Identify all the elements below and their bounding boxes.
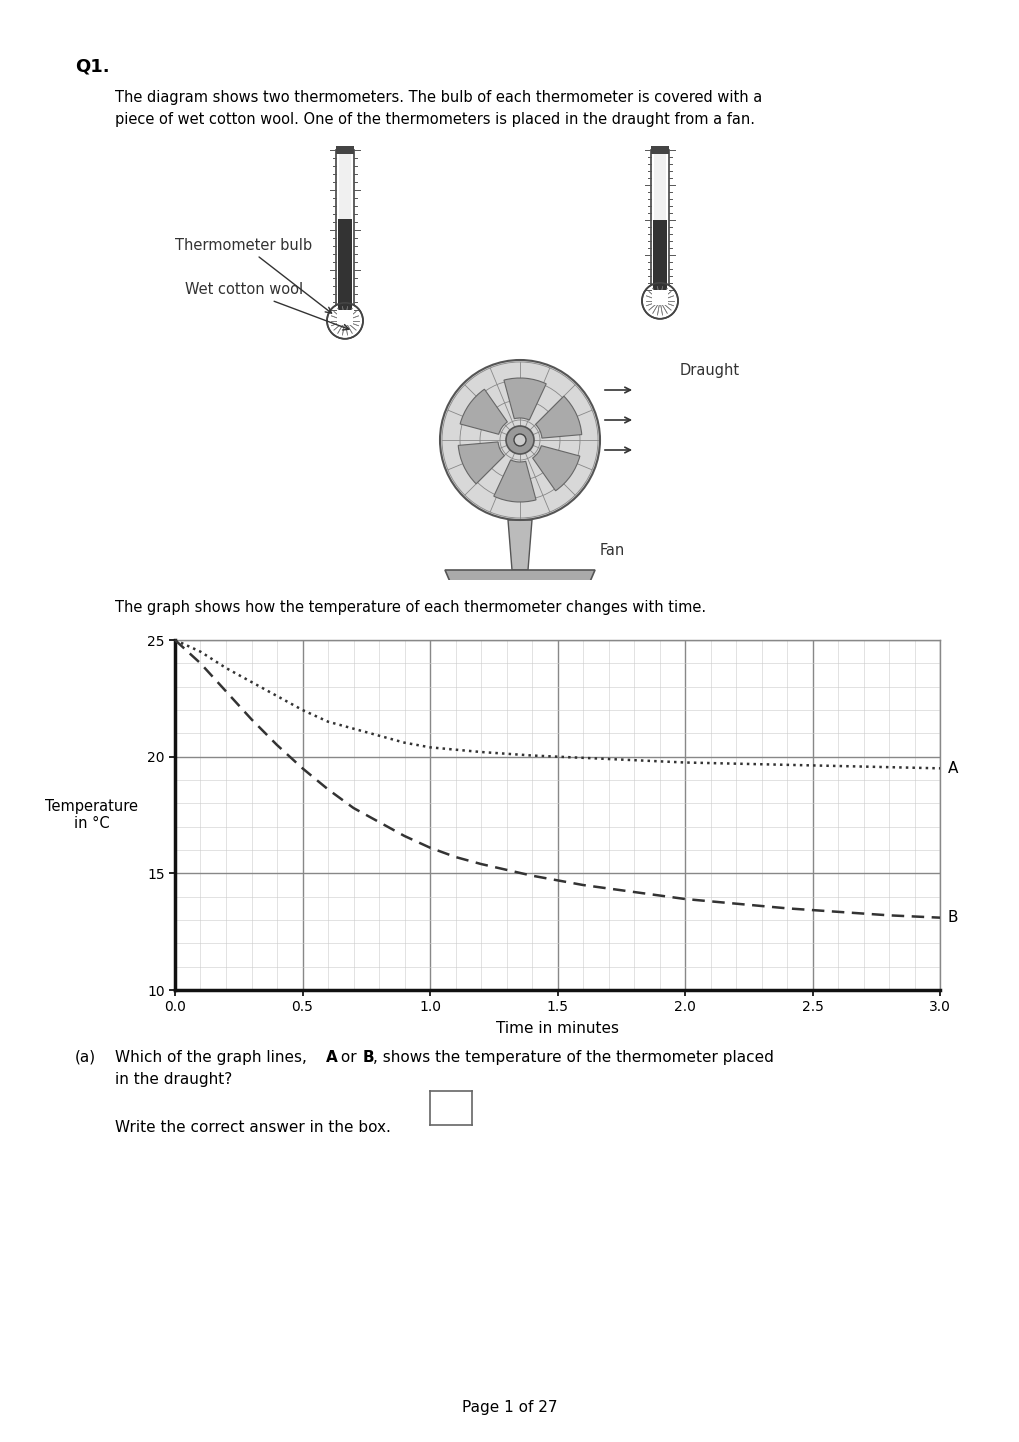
- Text: The diagram shows two thermometers. The bulb of each thermometer is covered with: The diagram shows two thermometers. The …: [115, 89, 761, 105]
- Text: Page 1 of 27: Page 1 of 27: [462, 1400, 557, 1415]
- Text: B: B: [363, 1050, 374, 1066]
- X-axis label: Time in minutes: Time in minutes: [495, 1021, 619, 1037]
- Bar: [335, 150, 354, 310]
- Circle shape: [439, 360, 599, 521]
- Bar: [651, 290, 667, 306]
- Polygon shape: [507, 521, 532, 570]
- Text: or: or: [335, 1050, 361, 1066]
- Bar: [653, 150, 665, 290]
- Text: A: A: [947, 761, 957, 776]
- Text: Write the correct answer in the box.: Write the correct answer in the box.: [115, 1120, 390, 1135]
- Wedge shape: [493, 460, 536, 502]
- Wedge shape: [503, 378, 545, 420]
- Text: (a): (a): [75, 1050, 96, 1066]
- Text: Wet cotton wool: Wet cotton wool: [184, 283, 348, 330]
- Wedge shape: [458, 441, 504, 485]
- Bar: [650, 146, 668, 154]
- Text: The graph shows how the temperature of each thermometer changes with time.: The graph shows how the temperature of e…: [115, 600, 705, 614]
- Text: in the draught?: in the draught?: [115, 1071, 232, 1087]
- Polygon shape: [449, 606, 589, 624]
- Bar: [336, 310, 353, 324]
- Bar: [337, 219, 352, 310]
- Circle shape: [641, 283, 678, 319]
- Wedge shape: [535, 397, 581, 438]
- Bar: [650, 150, 668, 290]
- Text: A: A: [326, 1050, 337, 1066]
- Wedge shape: [532, 446, 580, 490]
- Text: , shows the temperature of the thermometer placed: , shows the temperature of the thermomet…: [373, 1050, 773, 1066]
- Polygon shape: [444, 570, 594, 606]
- Text: Fan: Fan: [599, 542, 625, 558]
- Bar: [335, 146, 354, 154]
- Text: Which of the graph lines,: Which of the graph lines,: [115, 1050, 312, 1066]
- Bar: [338, 150, 351, 310]
- Y-axis label: Temperature
in °C: Temperature in °C: [45, 799, 138, 831]
- Bar: [652, 221, 666, 290]
- Circle shape: [505, 425, 534, 454]
- Text: B: B: [947, 910, 957, 926]
- Text: Thermometer bulb: Thermometer bulb: [175, 238, 331, 313]
- Wedge shape: [460, 389, 506, 434]
- Text: Draught: Draught: [680, 362, 740, 378]
- Text: Q1.: Q1.: [75, 58, 109, 76]
- Circle shape: [514, 434, 526, 446]
- Text: piece of wet cotton wool. One of the thermometers is placed in the draught from : piece of wet cotton wool. One of the the…: [115, 112, 754, 127]
- Circle shape: [327, 303, 363, 339]
